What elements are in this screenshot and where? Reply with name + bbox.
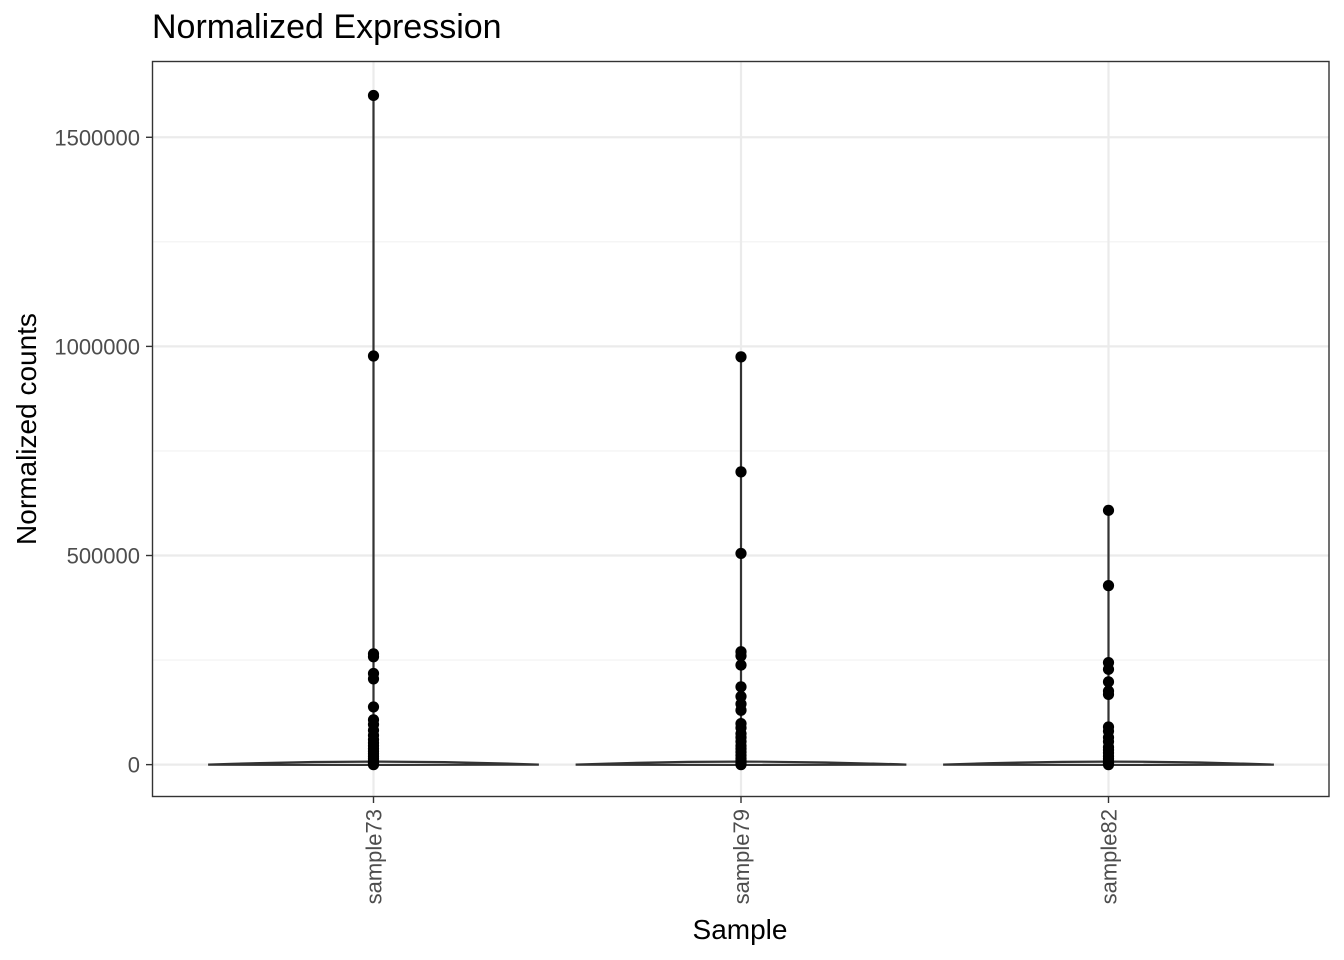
data-point: [735, 650, 747, 662]
data-point: [735, 759, 747, 771]
x-axis-title: Sample: [693, 914, 788, 945]
data-point: [367, 759, 380, 771]
y-tick-label: 0: [128, 753, 140, 778]
data-point: [735, 681, 747, 693]
data-point: [1102, 504, 1115, 516]
chart-title: Normalized Expression: [152, 8, 502, 46]
x-tick-label: sample79: [729, 809, 754, 904]
data-point: [367, 673, 380, 685]
y-tick-label: 1000000: [54, 334, 140, 359]
data-point: [735, 351, 747, 363]
data-point: [735, 547, 747, 560]
data-point: [1102, 688, 1115, 700]
data-point: [735, 704, 747, 716]
x-tick-label: sample73: [362, 809, 387, 904]
axes: 0 500000 1000000 1500000 sample73 sample79 sam…: [54, 125, 1121, 904]
y-tick-label: 500000: [67, 544, 140, 569]
x-tick-label: sample82: [1097, 809, 1122, 904]
data-point: [735, 466, 747, 478]
data-point: [367, 350, 380, 362]
data-point: [1102, 676, 1115, 688]
data-point: [1102, 663, 1115, 675]
data-points: [367, 89, 1115, 771]
data-point: [1102, 759, 1115, 771]
data-point: [367, 89, 380, 102]
data-point: [367, 701, 380, 713]
y-axis-title: Normalized counts: [11, 313, 42, 545]
data-point: [1102, 580, 1115, 592]
y-tick-label: 1500000: [54, 125, 140, 150]
data-point: [735, 659, 747, 671]
data-point: [367, 651, 380, 663]
